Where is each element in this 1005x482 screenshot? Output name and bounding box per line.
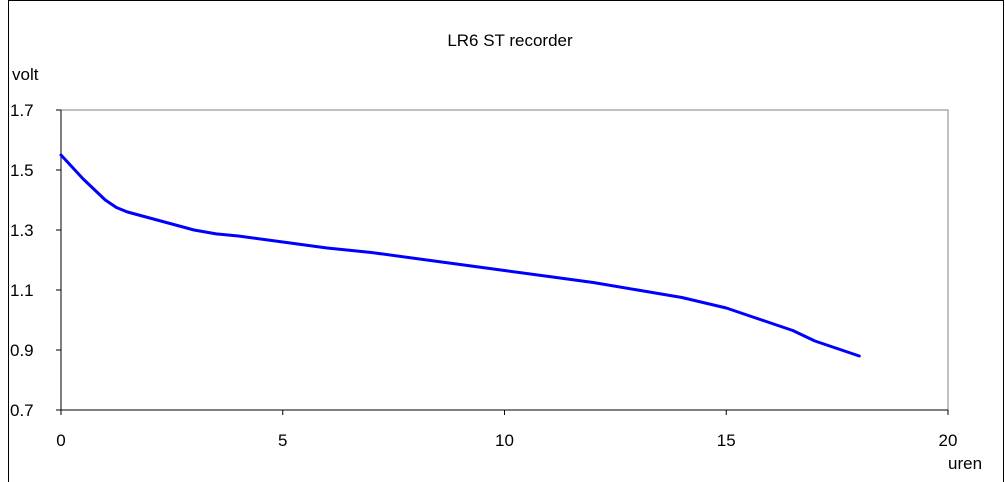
y-tick-label: 0.9 (10, 341, 34, 360)
y-tick-label: 1.5 (10, 161, 34, 180)
chart-title: LR6 ST recorder (447, 31, 573, 50)
data-point (192, 228, 196, 232)
data-point (281, 240, 284, 244)
data-point (325, 246, 329, 250)
y-tick-label: 1.7 (10, 101, 34, 120)
data-point (115, 206, 118, 209)
x-tick-label: 20 (939, 431, 958, 450)
data-point (769, 321, 772, 325)
data-point (215, 232, 218, 236)
data-point (148, 216, 151, 220)
data-point (126, 210, 129, 214)
x-tick-label: 0 (56, 431, 65, 450)
series-group (59, 153, 861, 358)
data-point (104, 198, 107, 202)
data-point (747, 314, 750, 317)
data-point (370, 251, 373, 254)
data-point (237, 234, 240, 238)
data-point (170, 222, 174, 226)
chart-frame (8, 0, 1004, 482)
data-point (725, 306, 728, 310)
data-point (813, 339, 817, 343)
data-point (791, 329, 794, 332)
data-point (503, 269, 506, 272)
data-point (636, 288, 639, 292)
x-tick-label: 10 (495, 431, 514, 450)
data-point (81, 177, 85, 181)
y-tick-label: 0.7 (10, 401, 34, 420)
data-point (59, 153, 63, 157)
y-axis-label: volt (12, 65, 39, 84)
data-point (858, 354, 861, 358)
y-tick-label: 1.1 (10, 281, 34, 300)
data-point (835, 347, 839, 350)
data-point (592, 281, 595, 284)
data-point (458, 263, 462, 266)
data-point (414, 257, 417, 260)
data-point (680, 296, 684, 299)
x-tick-label: 5 (278, 431, 287, 450)
y-tick-label: 1.3 (10, 221, 34, 240)
data-point (547, 275, 551, 278)
plot-area (60, 109, 949, 411)
x-tick-label: 15 (717, 431, 736, 450)
axes: 0.7 0.9 1.1 1.3 1.5 1.7 0 5 10 15 20 (10, 101, 957, 450)
x-axis-label: uren (948, 454, 982, 473)
